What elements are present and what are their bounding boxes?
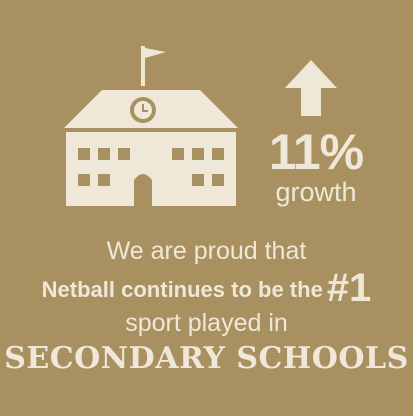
message-headline: SECONDARY SCHOOLS [4, 341, 409, 376]
message-line-2-text: Netball continues to be the [41, 277, 323, 302]
message-line-1: We are proud that [106, 237, 307, 265]
growth-stat: 11% growth [258, 126, 374, 206]
school-building-icon [64, 46, 238, 206]
growth-label: growth [275, 177, 357, 207]
rank-badge: #1 [326, 266, 372, 310]
message-line-2: Netball continues to be the #1 [0, 268, 413, 310]
message-line-3: sport played in [125, 309, 288, 337]
arrow-up-icon [285, 60, 337, 116]
growth-value: 11% [268, 124, 364, 180]
